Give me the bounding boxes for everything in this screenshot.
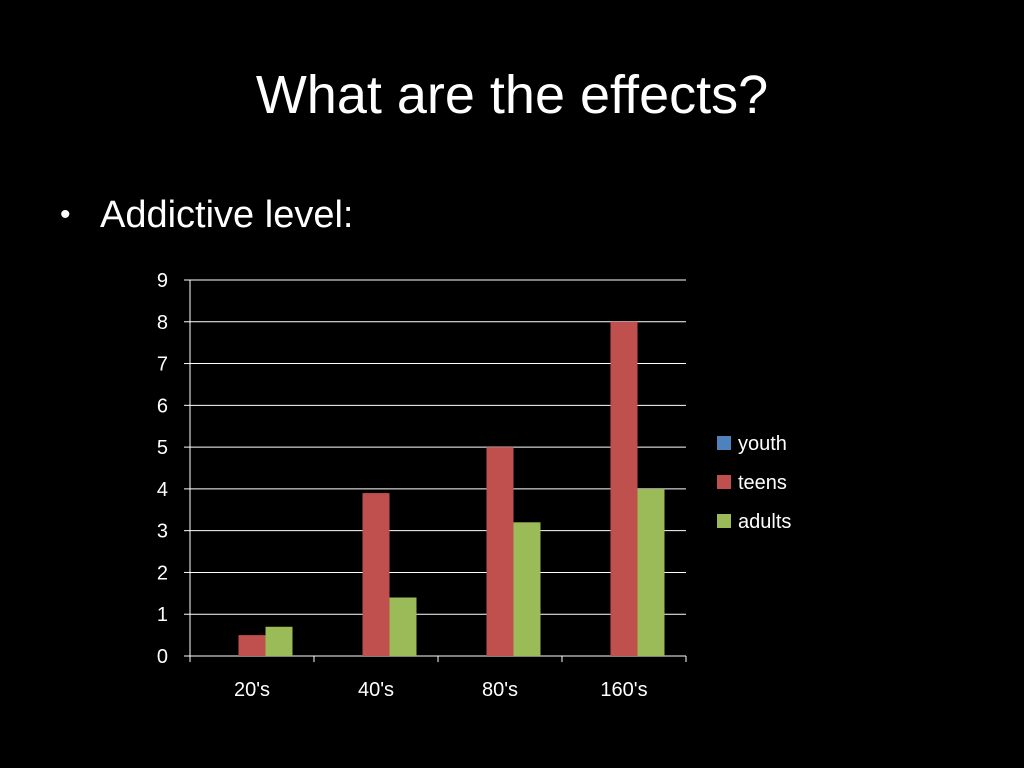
bar-adults [265,626,293,656]
bar-teens [610,321,638,656]
y-tick-label: 9 [157,270,168,292]
y-tick-label: 8 [157,312,168,334]
legend-label-adults: adults [738,511,791,533]
bar-teens [362,493,390,656]
y-tick-label: 0 [157,646,168,668]
legend-label-teens: teens [738,472,787,494]
y-tick-label: 7 [157,354,168,376]
y-tick-label: 3 [157,521,168,543]
y-tick-label: 1 [157,604,168,626]
y-tick-label: 2 [157,562,168,584]
legend-swatch-adults [717,514,731,528]
bullet-dot-icon: • [60,198,71,231]
bullet-text: Addictive level: [100,193,354,236]
x-tick-label: 80's [482,679,518,701]
bar-teens [486,447,514,656]
y-tick-label: 4 [157,479,168,501]
y-tick-label: 6 [157,395,168,417]
x-tick-label: 40's [358,679,394,701]
bullet-item: • Addictive level: [60,190,353,240]
bar-adults [637,488,665,656]
x-tick-label: 20's [234,679,270,701]
y-tick-label: 5 [157,437,168,459]
legend-label-youth: youth [738,433,787,455]
bar-adults [513,522,541,656]
legend-swatch-teens [717,475,731,489]
legend-swatch-youth [717,436,731,450]
slide-title: What are the effects? [255,65,769,125]
x-tick-label: 160's [600,679,647,701]
bar-adults [389,597,417,656]
bar-teens [238,635,266,656]
